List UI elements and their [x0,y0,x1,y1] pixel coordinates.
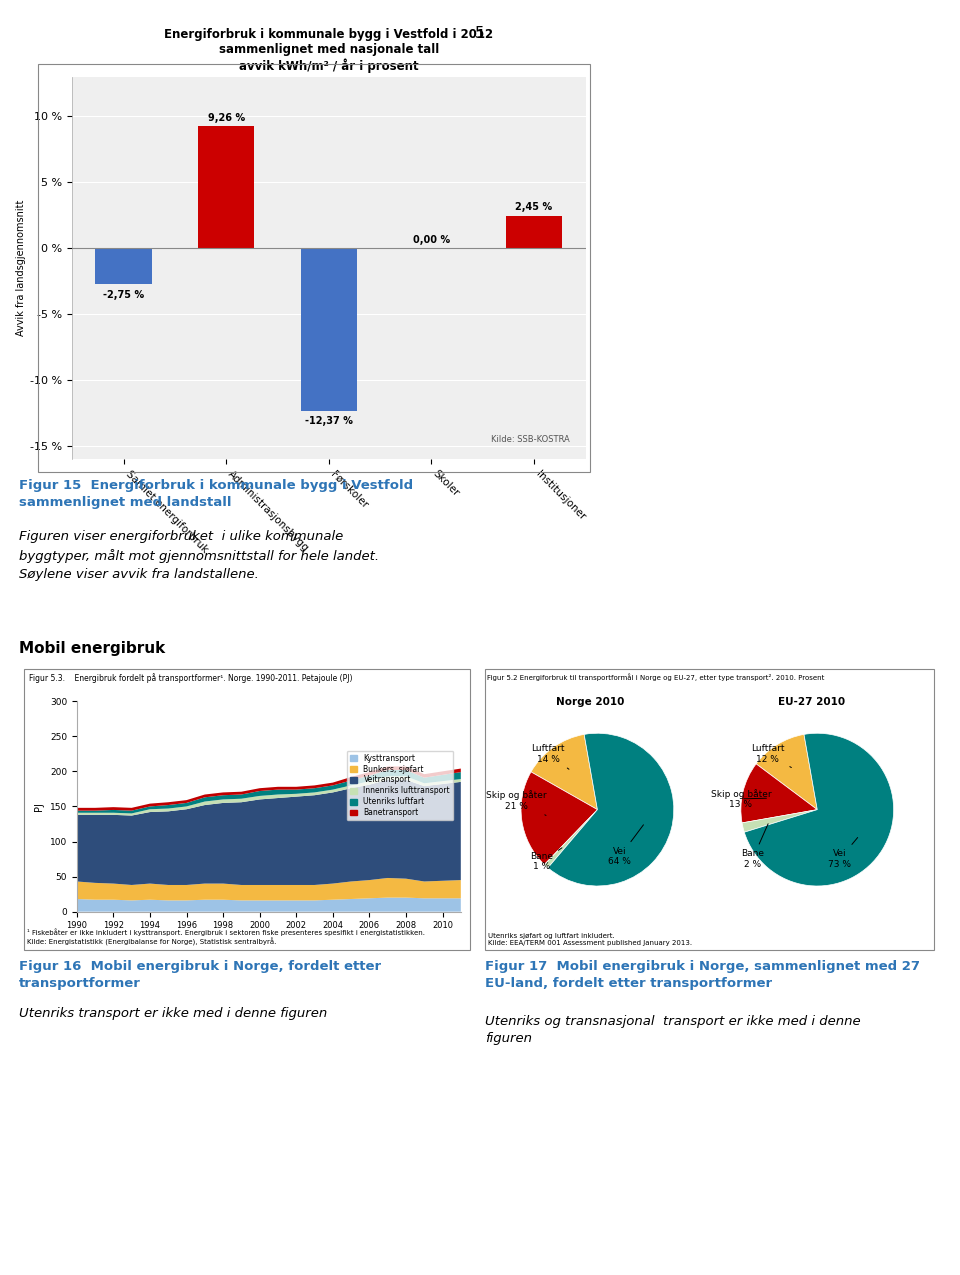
Text: EU-27 2010: EU-27 2010 [778,697,845,708]
Text: Figur 5.2 Energiforbruk til transportformål i Norge og EU-27, etter type transpo: Figur 5.2 Energiforbruk til transportfor… [487,673,824,681]
Text: Vei
73 %: Vei 73 % [828,838,857,868]
Text: Utenriks sjøfart og luftfart inkludert.
Kilde: EEA/TERM 001 Assessment published: Utenriks sjøfart og luftfart inkludert. … [488,932,692,946]
Text: Skip og båter
13 %: Skip og båter 13 % [710,789,771,808]
Text: Figur 16  Mobil energibruk i Norge, fordelt etter
transportformer: Figur 16 Mobil energibruk i Norge, forde… [19,960,381,991]
Text: Figur 5.3.    Energibruk fordelt på transportformer¹. Norge. 1990-2011. Petajoul: Figur 5.3. Energibruk fordelt på transpo… [29,673,352,683]
Text: ¹ Fiskebåter er ikke inkludert i kysttransport. Energibruk i sektoren fiske pres: ¹ Fiskebåter er ikke inkludert i kysttra… [27,928,425,946]
Y-axis label: PJ: PJ [35,802,44,811]
Text: Utenriks transport er ikke med i denne figuren: Utenriks transport er ikke med i denne f… [19,1007,327,1020]
Bar [506,215,563,247]
Text: Norge 2010: Norge 2010 [556,697,625,708]
Text: -12,37 %: -12,37 % [305,417,352,426]
Wedge shape [548,733,674,886]
Text: Kilde: SSB-KOSTRA: Kilde: SSB-KOSTRA [492,435,570,444]
Wedge shape [742,810,817,833]
Text: Utenriks og transnasjonal  transport er ikke med i denne
figuren: Utenriks og transnasjonal transport er i… [485,1015,860,1046]
Text: 2,45 %: 2,45 % [516,203,553,213]
Wedge shape [744,733,894,886]
Wedge shape [756,734,817,810]
Text: 5: 5 [475,26,485,41]
Bar [95,247,152,284]
Text: Luftfart
14 %: Luftfart 14 % [531,745,569,769]
Legend: Kysttransport, Bunkers, sjøfart, Veitransport, Innenriks lufttransport, Utenriks: Kysttransport, Bunkers, sjøfart, Veitran… [347,751,453,820]
Wedge shape [521,771,597,864]
Text: Figuren viser energiforbruket  i ulike kommunale
byggtyper, målt mot gjennomsnit: Figuren viser energiforbruket i ulike ko… [19,530,379,581]
Text: Skip og båter
21 %: Skip og båter 21 % [487,790,547,816]
Bar [198,126,254,247]
Text: Bane
2 %: Bane 2 % [741,824,768,868]
Y-axis label: Avvik fra landsgjennomsnitt: Avvik fra landsgjennomsnitt [16,200,26,335]
Text: -2,75 %: -2,75 % [103,289,144,300]
Text: Figur 17  Mobil energibruk i Norge, sammenlignet med 27
EU-land, fordelt etter t: Figur 17 Mobil energibruk i Norge, samme… [485,960,920,991]
Text: Figur 15  Energiforbruk i kommunale bygg i Vestfold
sammenlignet med landstall: Figur 15 Energiforbruk i kommunale bygg … [19,479,414,510]
Text: 9,26 %: 9,26 % [207,112,245,122]
Text: 0,00 %: 0,00 % [413,235,450,245]
Text: Luftfart
12 %: Luftfart 12 % [751,745,791,768]
Wedge shape [531,734,597,810]
Text: Vei
64 %: Vei 64 % [609,825,643,866]
Wedge shape [741,764,817,822]
Wedge shape [544,810,597,868]
Title: Energiforbruk i kommunale bygg i Vestfold i 2012
sammenlignet med nasjonale tall: Energiforbruk i kommunale bygg i Vestfol… [164,28,493,73]
Text: Mobil energibruk: Mobil energibruk [19,641,165,657]
Text: Bane
1 %: Bane 1 % [530,848,562,871]
Bar [300,247,357,411]
